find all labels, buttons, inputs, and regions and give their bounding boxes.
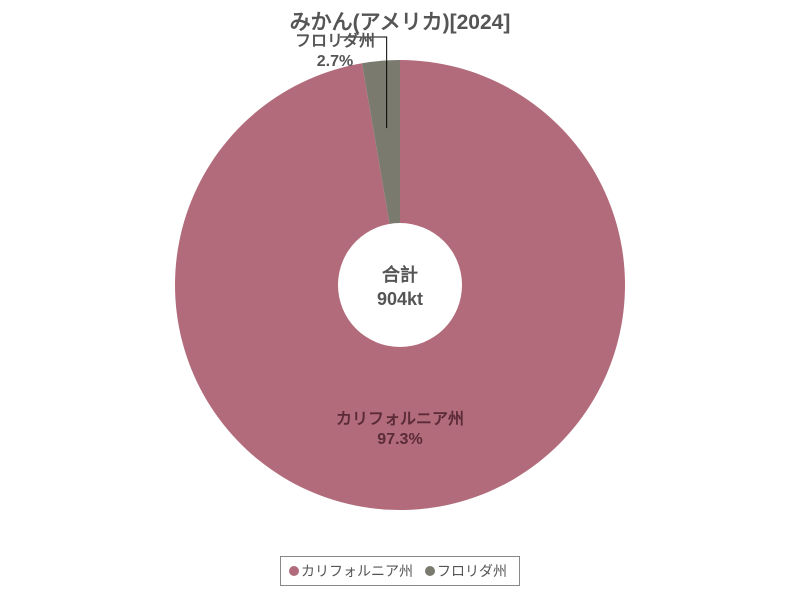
legend: カリフォルニア州 フロリダ州	[280, 556, 520, 586]
donut-area	[170, 55, 630, 515]
chart-title: みかん(アメリカ)[2024]	[290, 6, 511, 36]
chart-container: みかん(アメリカ)[2024] 合計 904kt カリフォルニア州 97.3% …	[0, 0, 800, 600]
legend-item-0: カリフォルニア州	[289, 561, 413, 581]
legend-item-1: フロリダ州	[425, 561, 507, 581]
legend-label-0: カリフォルニア州	[301, 561, 413, 581]
legend-dot-0	[289, 566, 299, 576]
donut-svg	[170, 55, 630, 515]
legend-label-1: フロリダ州	[437, 561, 507, 581]
legend-dot-1	[425, 566, 435, 576]
